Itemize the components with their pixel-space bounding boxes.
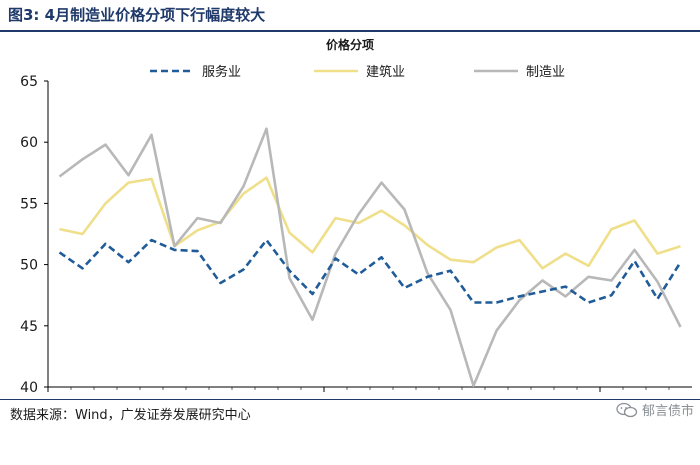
y-tick-label: 45 — [20, 319, 38, 335]
title-divider — [0, 30, 700, 32]
x-tick-label: 2022 — [306, 398, 342, 399]
y-tick-label: 65 — [20, 74, 38, 90]
y-tick-label: 40 — [20, 380, 38, 396]
series-layer — [58, 127, 682, 388]
source-divider — [0, 399, 700, 400]
x-tick-label: 2021 — [30, 398, 66, 399]
series-line-2 — [59, 176, 681, 270]
legend-label: 制造业 — [526, 65, 565, 80]
series-line-1 — [58, 238, 682, 304]
watermark: 郁言债市 — [616, 400, 694, 419]
legend-label: 服务业 — [202, 64, 241, 80]
y-tick-label: 60 — [20, 135, 38, 151]
y-tick-label: 55 — [20, 196, 38, 212]
line-chart: 价格分项 服务业 建筑业 制造业 40 45 50 55 60 65 2021 2022 2023 — [20, 37, 692, 399]
wechat-icon — [616, 402, 638, 417]
legend: 服务业 建筑业 制造业 — [150, 64, 565, 80]
legend-label: 建筑业 — [366, 64, 405, 80]
x-tick-label: 2023 — [582, 398, 618, 399]
source-note: 数据来源：Wind，广发证券发展研究中心 — [10, 408, 251, 423]
watermark-text: 郁言债市 — [641, 404, 694, 419]
figure-title: 图3: 4月制造业价格分项下行幅度较大 — [8, 6, 266, 24]
axes: 40 45 50 55 60 65 2021 2022 2023 — [20, 74, 692, 399]
y-tick-label: 50 — [20, 258, 38, 274]
series-line-3 — [58, 127, 682, 388]
chart-title: 价格分项 — [326, 37, 374, 52]
